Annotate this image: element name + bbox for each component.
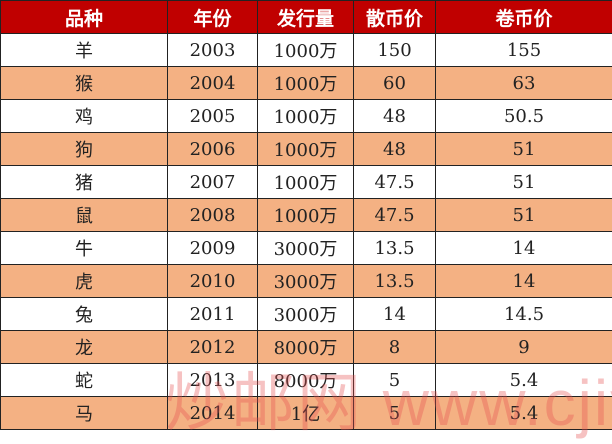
column-header: 品种 <box>1 1 168 34</box>
table-cell: 牛 <box>1 232 168 265</box>
table-cell: 羊 <box>1 34 168 67</box>
table-cell: 5 <box>354 364 436 397</box>
table-cell: 13.5 <box>354 232 436 265</box>
table-cell: 3000万 <box>258 232 354 265</box>
column-header: 发行量 <box>258 1 354 34</box>
table-cell: 14 <box>354 298 436 331</box>
table-cell: 2006 <box>168 133 258 166</box>
table-cell: 8000万 <box>258 331 354 364</box>
table-cell: 鼠 <box>1 199 168 232</box>
table-cell: 155 <box>436 34 612 67</box>
table-cell: 3000万 <box>258 298 354 331</box>
table-cell: 1000万 <box>258 100 354 133</box>
table-cell: 8 <box>354 331 436 364</box>
table-cell: 2013 <box>168 364 258 397</box>
table-cell: 14 <box>436 232 612 265</box>
table-cell: 猪 <box>1 166 168 199</box>
table-cell: 5.4 <box>436 397 612 430</box>
table-cell: 2011 <box>168 298 258 331</box>
table-cell: 2014 <box>168 397 258 430</box>
table-cell: 1000万 <box>258 166 354 199</box>
table-cell: 马 <box>1 397 168 430</box>
table-cell: 1000万 <box>258 199 354 232</box>
table-cell: 猴 <box>1 67 168 100</box>
table-cell: 14 <box>436 265 612 298</box>
table-cell: 14.5 <box>436 298 612 331</box>
table-cell: 150 <box>354 34 436 67</box>
table-cell: 48 <box>354 133 436 166</box>
column-header: 散币价 <box>354 1 436 34</box>
table-cell: 蛇 <box>1 364 168 397</box>
table-cell: 51 <box>436 133 612 166</box>
table-cell: 63 <box>436 67 612 100</box>
table-cell: 2003 <box>168 34 258 67</box>
table-cell: 2009 <box>168 232 258 265</box>
table-cell: 13.5 <box>354 265 436 298</box>
table-cell: 狗 <box>1 133 168 166</box>
table-cell: 47.5 <box>354 199 436 232</box>
table-cell: 鸡 <box>1 100 168 133</box>
table-cell: 1000万 <box>258 133 354 166</box>
table-cell: 2004 <box>168 67 258 100</box>
table-cell: 2007 <box>168 166 258 199</box>
table-cell: 1000万 <box>258 34 354 67</box>
table-cell: 1000万 <box>258 67 354 100</box>
table-cell: 8000万 <box>258 364 354 397</box>
table-cell: 3000万 <box>258 265 354 298</box>
column-header: 卷币价 <box>436 1 612 34</box>
table-cell: 龙 <box>1 331 168 364</box>
table-cell: 51 <box>436 166 612 199</box>
table-cell: 9 <box>436 331 612 364</box>
table-cell: 2010 <box>168 265 258 298</box>
table-cell: 51 <box>436 199 612 232</box>
table-cell: 2008 <box>168 199 258 232</box>
table-cell: 50.5 <box>436 100 612 133</box>
table-cell: 2012 <box>168 331 258 364</box>
table-cell: 48 <box>354 100 436 133</box>
table-cell: 兔 <box>1 298 168 331</box>
table-cell: 1亿 <box>258 397 354 430</box>
table-cell: 虎 <box>1 265 168 298</box>
table-cell: 47.5 <box>354 166 436 199</box>
table-cell: 2005 <box>168 100 258 133</box>
table-cell: 5 <box>354 397 436 430</box>
header-row: 品种年份发行量散币价卷币价 <box>1 1 612 34</box>
table-cell: 5.4 <box>436 364 612 397</box>
table-cell: 60 <box>354 67 436 100</box>
column-header: 年份 <box>168 1 258 34</box>
